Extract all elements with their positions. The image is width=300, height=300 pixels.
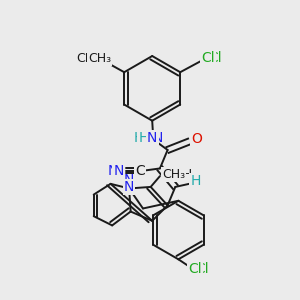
Text: CH₃: CH₃	[88, 52, 111, 65]
Text: N: N	[108, 164, 118, 178]
Text: Cl: Cl	[195, 262, 209, 275]
Text: H: H	[190, 174, 200, 188]
Text: N: N	[124, 180, 134, 194]
Text: CH₃: CH₃	[162, 168, 185, 181]
Text: Cl: Cl	[188, 262, 202, 275]
Text: H: H	[139, 131, 149, 146]
Text: H: H	[134, 131, 144, 146]
Text: N: N	[152, 131, 163, 146]
Text: Cl: Cl	[201, 51, 215, 65]
Text: O: O	[191, 132, 202, 146]
Text: N: N	[113, 164, 124, 178]
Text: CH₃: CH₃	[76, 52, 100, 65]
Text: H: H	[190, 174, 200, 188]
Text: Cl: Cl	[208, 51, 222, 65]
Text: N: N	[147, 131, 158, 146]
Text: N: N	[124, 173, 134, 187]
Text: CH₃: CH₃	[174, 168, 197, 181]
Text: C: C	[135, 164, 145, 178]
Text: C: C	[135, 164, 145, 178]
Text: O: O	[191, 132, 202, 146]
